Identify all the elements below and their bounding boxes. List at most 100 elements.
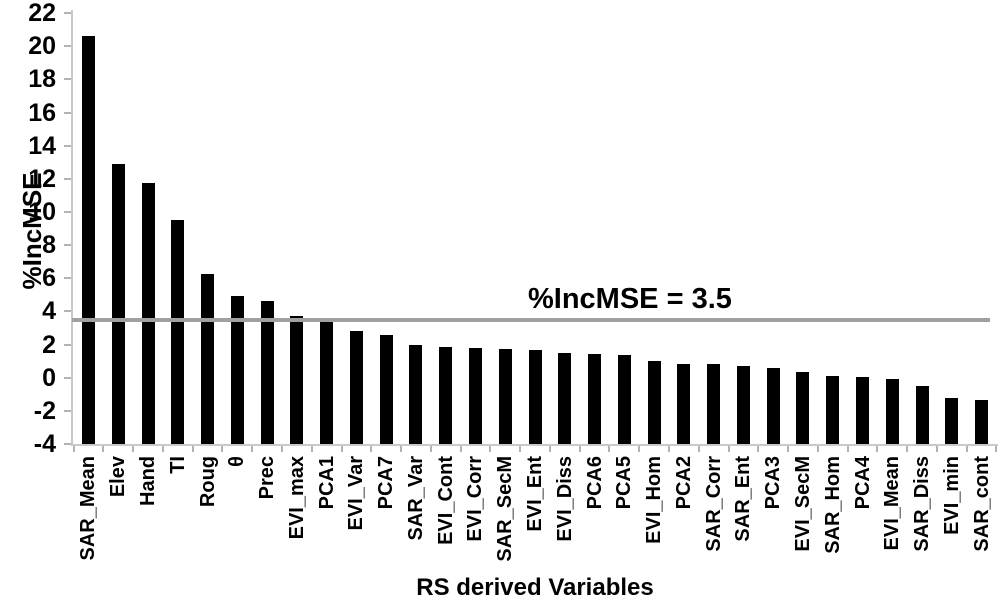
bar-SAR_Var [409, 344, 423, 444]
bar-EVI_Ent [528, 349, 542, 444]
x-label-Roug: Roug [196, 456, 219, 508]
x-tick-mark [132, 446, 135, 452]
x-tick-mark [221, 446, 224, 452]
x-label-SAR_Hom: SAR_Hom [821, 456, 844, 554]
x-tick-mark [400, 446, 403, 452]
x-tick-mark [727, 446, 730, 452]
y-tick-label: 6 [42, 264, 56, 293]
x-axis-title: RS derived Variables [416, 574, 654, 601]
x-label-TI: TI [166, 456, 189, 474]
x-tick-mark [489, 446, 492, 452]
bar-PCA4 [856, 376, 869, 444]
x-tick-mark [906, 446, 909, 452]
x-label-PCA2: PCA2 [672, 456, 695, 510]
x-label-SAR_Corr: SAR_Corr [702, 456, 725, 552]
y-tick-mark [64, 376, 71, 379]
x-tick-mark [370, 446, 373, 452]
bar-PCA5 [617, 355, 631, 444]
y-tick-label: -2 [33, 396, 56, 425]
x-label-EVI_SecM: EVI_SecM [791, 456, 814, 552]
bar-Elev [111, 163, 125, 444]
x-label-θ: θ [226, 456, 249, 467]
x-label-SAR_SecM: SAR_SecM [494, 456, 517, 562]
x-label-EVI_Corr: EVI_Corr [464, 456, 487, 542]
x-tick-mark [965, 446, 968, 452]
bar-EVI_Mean [885, 379, 899, 444]
x-tick-mark [161, 446, 164, 452]
bar-PCA2 [677, 363, 691, 444]
y-tick-mark [64, 277, 71, 280]
x-tick-mark [757, 446, 760, 452]
x-tick-mark [548, 446, 551, 452]
x-tick-mark [102, 446, 105, 452]
x-tick-mark [668, 446, 670, 452]
y-tick-label: 0 [42, 363, 56, 392]
bar-EVI_min [945, 397, 959, 444]
y-axis-line [71, 10, 73, 446]
bar-EVI_Diss [558, 352, 572, 444]
x-label-Hand: Hand [137, 456, 160, 506]
bar-PCA1 [320, 318, 334, 444]
y-tick-label: -4 [33, 430, 56, 458]
bar-EVI_Corr [468, 347, 482, 444]
x-tick-mark [995, 446, 998, 452]
x-tick-mark [310, 446, 313, 452]
x-tick-mark [697, 446, 700, 452]
y-tick-mark [64, 409, 71, 412]
x-label-PCA7: PCA7 [375, 456, 398, 510]
x-label-SAR_Ent: SAR_Ent [732, 456, 755, 542]
x-tick-mark [608, 446, 611, 452]
x-tick-mark [935, 446, 938, 452]
bar-EVI_Cont [439, 347, 453, 444]
x-tick-mark [280, 446, 283, 452]
bar-TI [171, 220, 185, 444]
x-tick-mark [578, 446, 581, 452]
x-label-PCA5: PCA5 [613, 456, 636, 510]
y-tick-label: 2 [42, 330, 56, 359]
bar-SAR_Corr [707, 364, 721, 444]
bar-PCA7 [379, 335, 393, 444]
x-label-EVI_max: EVI_max [285, 456, 308, 540]
y-tick-label: 22 [28, 0, 56, 28]
x-tick-mark [787, 446, 790, 452]
x-label-PCA3: PCA3 [762, 456, 785, 510]
bar-PCA6 [588, 354, 602, 444]
bar-SAR_Ent [736, 366, 750, 444]
y-tick-label: 8 [42, 231, 56, 260]
y-tick-mark [64, 144, 71, 147]
y-tick-mark [64, 244, 71, 247]
bar-Hand [141, 182, 155, 444]
x-tick-mark [816, 446, 819, 452]
y-tick-mark [64, 12, 71, 15]
x-label-Prec: Prec [256, 456, 279, 500]
bar-PCA3 [766, 367, 780, 444]
x-label-PCA6: PCA6 [583, 456, 606, 510]
x-label-EVI_Diss: EVI_Diss [553, 456, 576, 542]
bar-SAR_Hom [826, 376, 840, 444]
x-label-SAR_cont: SAR_cont [970, 456, 993, 552]
x-tick-mark [876, 446, 879, 452]
x-tick-mark [72, 446, 75, 452]
reference-line [72, 317, 990, 322]
x-tick-mark [638, 446, 641, 452]
y-tick-label: 4 [42, 297, 56, 326]
x-label-EVI_Mean: EVI_Mean [881, 456, 904, 551]
x-label-EVI_Cont: EVI_Cont [434, 456, 457, 545]
bar-EVI_Var [349, 331, 363, 444]
x-tick-mark [459, 446, 462, 452]
x-tick-mark [519, 446, 522, 452]
y-tick-label: 18 [28, 65, 56, 94]
y-tick-mark [64, 177, 71, 180]
x-tick-mark [191, 446, 194, 452]
y-tick-mark [64, 210, 71, 213]
y-tick-mark [64, 343, 71, 346]
y-tick-label: 10 [28, 197, 56, 226]
bar-SAR_SecM [498, 348, 512, 444]
bar-EVI_max [290, 316, 304, 444]
x-label-Elev: Elev [107, 456, 130, 498]
x-label-EVI_min: EVI_min [940, 456, 963, 535]
x-label-PCA1: PCA1 [315, 456, 338, 510]
x-label-EVI_Hom: EVI_Hom [643, 456, 666, 544]
reference-line-label: %IncMSE = 3.5 [528, 283, 732, 315]
